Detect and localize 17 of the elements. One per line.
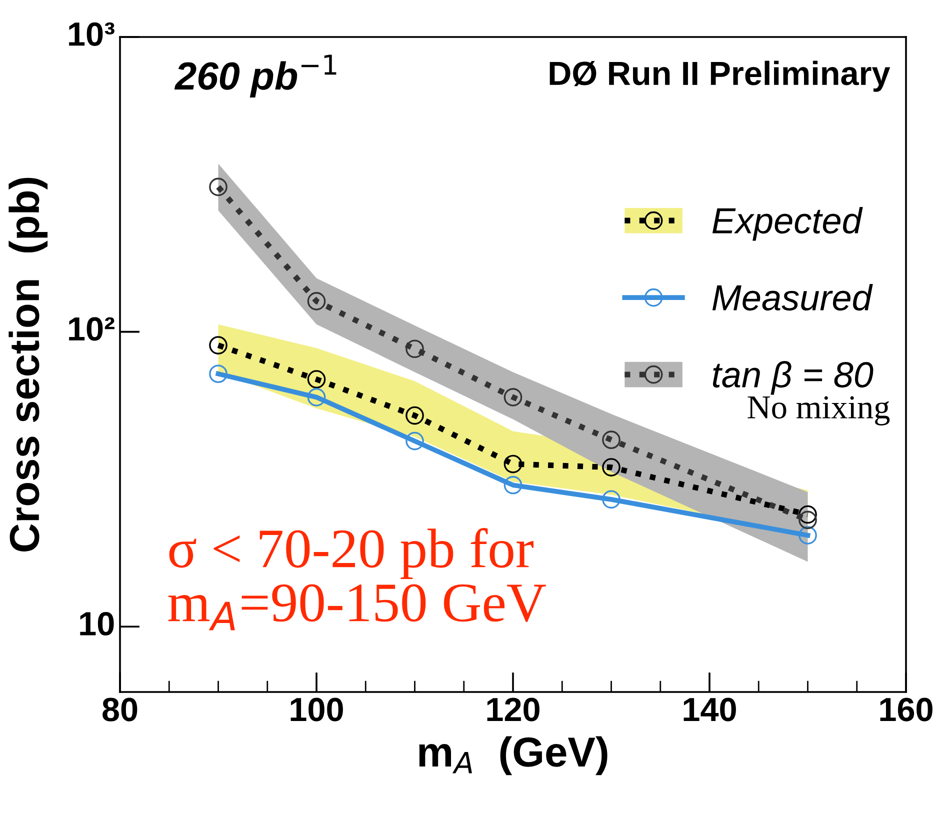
annotation: σ < 70-20 pb for m$_{A}$=90-150 GeV bbox=[168, 528, 546, 630]
x-axis-title: m$_{A}$ (GeV) bbox=[419, 736, 608, 776]
x-tick-label: 160 bbox=[880, 698, 932, 722]
annotation: 260 pb$^{−1}$ bbox=[174, 54, 336, 98]
annotation: No mixing bbox=[748, 396, 890, 426]
y-tick-label: 10² bbox=[69, 317, 114, 341]
y-axis-title: Cross section (pb) bbox=[8, 178, 48, 552]
legend-label: tan β = 80 bbox=[712, 361, 874, 395]
x-tick-label: 100 bbox=[290, 698, 343, 722]
legend-label: Measured bbox=[712, 284, 873, 311]
y-tick-label: 10 bbox=[80, 612, 114, 636]
y-tick-label: 10³ bbox=[69, 22, 114, 46]
annotation: DØ Run II Preliminary bbox=[550, 60, 890, 92]
x-tick-label: 120 bbox=[487, 698, 540, 722]
x-tick-label: 80 bbox=[102, 698, 138, 722]
legend-label: Expected bbox=[712, 207, 863, 241]
x-tick-label: 140 bbox=[684, 698, 736, 722]
